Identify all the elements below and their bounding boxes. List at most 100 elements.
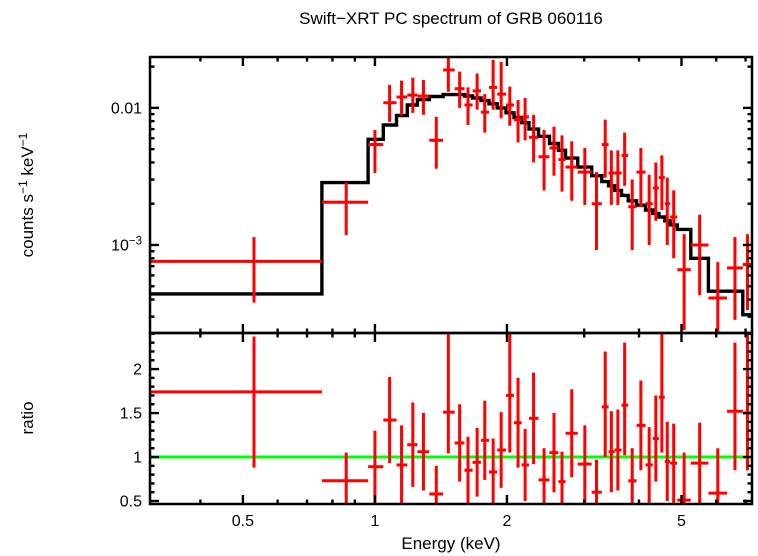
ratio-point bbox=[645, 427, 653, 503]
axes-layer: 0.5 1 2 5 0.01 10−3 0.5 1 1.5 2 counts s−1 keV−1 bbox=[16, 55, 754, 530]
data-point bbox=[577, 147, 592, 205]
ratio-point bbox=[429, 465, 444, 504]
ratio-point bbox=[614, 409, 622, 491]
data-point bbox=[591, 172, 602, 250]
data-point bbox=[429, 116, 444, 169]
data-point bbox=[621, 132, 629, 186]
bottom-panel bbox=[150, 333, 752, 504]
data-point bbox=[608, 150, 615, 205]
ratio-point bbox=[664, 421, 671, 502]
chart-title: Swift−XRT PC spectrum of GRB 060116 bbox=[299, 9, 603, 28]
ratio-point bbox=[150, 336, 322, 468]
ratio-point bbox=[558, 451, 566, 504]
ratio-point bbox=[727, 342, 743, 471]
data-point bbox=[488, 59, 498, 110]
data-point bbox=[513, 100, 522, 143]
ratio-point bbox=[565, 389, 578, 478]
ratio-point bbox=[506, 333, 514, 453]
ratio-point bbox=[407, 402, 418, 487]
ratio-point bbox=[464, 436, 473, 504]
ratio-point bbox=[321, 452, 369, 504]
data-point bbox=[658, 155, 665, 210]
ratio-point bbox=[538, 448, 550, 504]
ratio-point bbox=[488, 438, 498, 504]
ratio-point bbox=[677, 452, 691, 504]
data-point bbox=[528, 114, 539, 163]
ratio-data-points bbox=[150, 333, 752, 504]
x-axis-label: Energy (keV) bbox=[401, 534, 500, 553]
data-point bbox=[454, 71, 465, 108]
ratio-point bbox=[690, 422, 709, 504]
data-point bbox=[645, 174, 653, 245]
y-tick-label-ratio: 1 bbox=[133, 450, 142, 467]
ratio-point bbox=[591, 459, 602, 504]
data-point bbox=[690, 214, 709, 296]
ratio-point bbox=[670, 423, 678, 503]
ratio-point bbox=[443, 333, 455, 454]
x-tick-label: 0.5 bbox=[232, 513, 254, 530]
data-point bbox=[417, 79, 430, 115]
y-tick-label-ratio: 0.5 bbox=[120, 494, 142, 511]
data-point bbox=[407, 77, 418, 113]
data-point bbox=[727, 237, 743, 320]
data-point bbox=[601, 119, 609, 178]
data-point bbox=[708, 262, 728, 333]
y-axis-label-ratio: ratio bbox=[18, 401, 37, 434]
data-point bbox=[383, 84, 397, 122]
data-point bbox=[521, 98, 529, 141]
ratio-point bbox=[396, 425, 408, 504]
data-point bbox=[472, 73, 481, 110]
ratio-point bbox=[480, 400, 489, 480]
data-point bbox=[652, 162, 659, 221]
ratio-point bbox=[658, 333, 665, 453]
data-point bbox=[480, 94, 489, 133]
ratio-point bbox=[608, 411, 615, 493]
ratio-point bbox=[628, 448, 637, 504]
ratio-point bbox=[417, 413, 430, 491]
data-point bbox=[558, 135, 566, 192]
ratio-point bbox=[621, 342, 629, 456]
data-point bbox=[497, 62, 507, 119]
ratio-point bbox=[383, 376, 397, 464]
ratio-point bbox=[454, 404, 465, 482]
x-tick-label: 1 bbox=[370, 513, 379, 530]
ratio-point bbox=[636, 380, 646, 471]
data-point bbox=[549, 126, 559, 176]
x-tick-label: 2 bbox=[503, 513, 512, 530]
y-tick-label-counts: 10−3 bbox=[111, 235, 142, 254]
data-point bbox=[565, 141, 578, 201]
ratio-point bbox=[497, 412, 507, 488]
ratio-point bbox=[549, 413, 559, 493]
ratio-point bbox=[577, 425, 592, 504]
ratio-point bbox=[528, 372, 539, 465]
data-point bbox=[628, 179, 637, 250]
bottom-frame bbox=[148, 331, 754, 506]
x-tick-label: 5 bbox=[677, 513, 686, 530]
data-point bbox=[443, 57, 455, 92]
y-tick-label-ratio: 2 bbox=[133, 362, 142, 379]
y-tick-label-counts: 0.01 bbox=[111, 100, 142, 117]
ratio-point bbox=[521, 428, 529, 502]
data-point bbox=[538, 129, 550, 191]
data-point bbox=[677, 234, 691, 330]
ratio-point bbox=[472, 428, 481, 497]
data-point bbox=[321, 182, 369, 236]
ratio-point bbox=[601, 351, 609, 458]
top-panel bbox=[150, 57, 752, 333]
y-axis-label-counts: counts s−1 keV−1 bbox=[16, 132, 37, 257]
data-point bbox=[396, 80, 408, 116]
y-tick-label-ratio: 1.5 bbox=[120, 406, 142, 423]
data-point bbox=[742, 234, 752, 311]
data-point bbox=[664, 177, 671, 245]
data-point bbox=[150, 237, 322, 303]
data-point bbox=[636, 147, 646, 207]
data-point bbox=[464, 87, 473, 126]
data-point bbox=[614, 150, 622, 205]
ratio-point bbox=[708, 448, 728, 504]
ratio-point bbox=[513, 377, 522, 468]
ratio-point bbox=[652, 395, 659, 482]
data-point bbox=[670, 190, 678, 259]
spectrum-data-points bbox=[150, 57, 752, 333]
